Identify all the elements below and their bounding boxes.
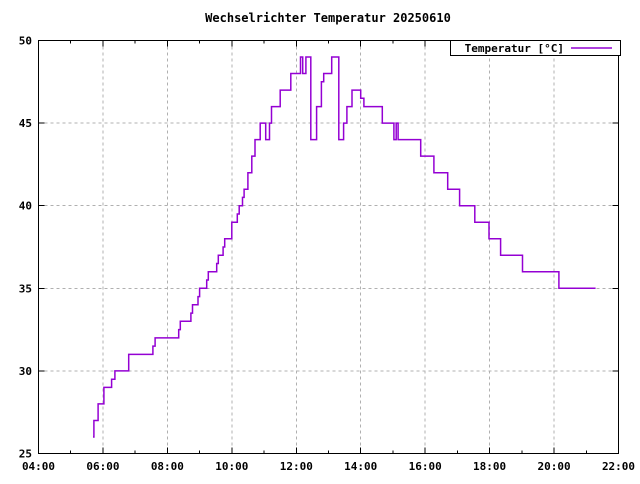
temperature-series-line — [93, 56, 596, 438]
y-tick-label: 40 — [19, 200, 32, 213]
x-tick-label: 18:00 — [473, 460, 506, 473]
x-tick-label: 10:00 — [215, 460, 248, 473]
y-tick-label: 45 — [19, 117, 32, 130]
x-tick-label: 20:00 — [537, 460, 570, 473]
chart-title: Wechselrichter Temperatur 20250610 — [205, 11, 451, 25]
x-tick-label: 22:00 — [602, 460, 635, 473]
plot-border — [38, 40, 619, 454]
legend-box — [450, 40, 621, 56]
series-lines — [93, 56, 596, 438]
x-tick-label: 12:00 — [280, 460, 313, 473]
x-tick-label: 16:00 — [409, 460, 442, 473]
x-tick-label: 08:00 — [151, 460, 184, 473]
x-tick-label: 04:00 — [22, 460, 55, 473]
y-tick-label: 30 — [19, 365, 32, 378]
plot-frame — [38, 40, 619, 454]
gridlines — [38, 40, 619, 454]
legend: Temperatur [°C] — [450, 40, 621, 56]
axis-ticks — [38, 40, 619, 454]
x-tick-label: 14:00 — [344, 460, 377, 473]
y-tick-label: 50 — [19, 35, 32, 48]
axis-labels: 04:00 06:00 08:00 10:00 12:00 14:00 16:00 18:00… — [19, 35, 635, 474]
y-tick-label: 25 — [19, 448, 32, 461]
x-tick-label: 06:00 — [86, 460, 119, 473]
legend-label: Temperatur [°C] — [465, 42, 564, 55]
y-tick-label: 35 — [19, 282, 32, 295]
